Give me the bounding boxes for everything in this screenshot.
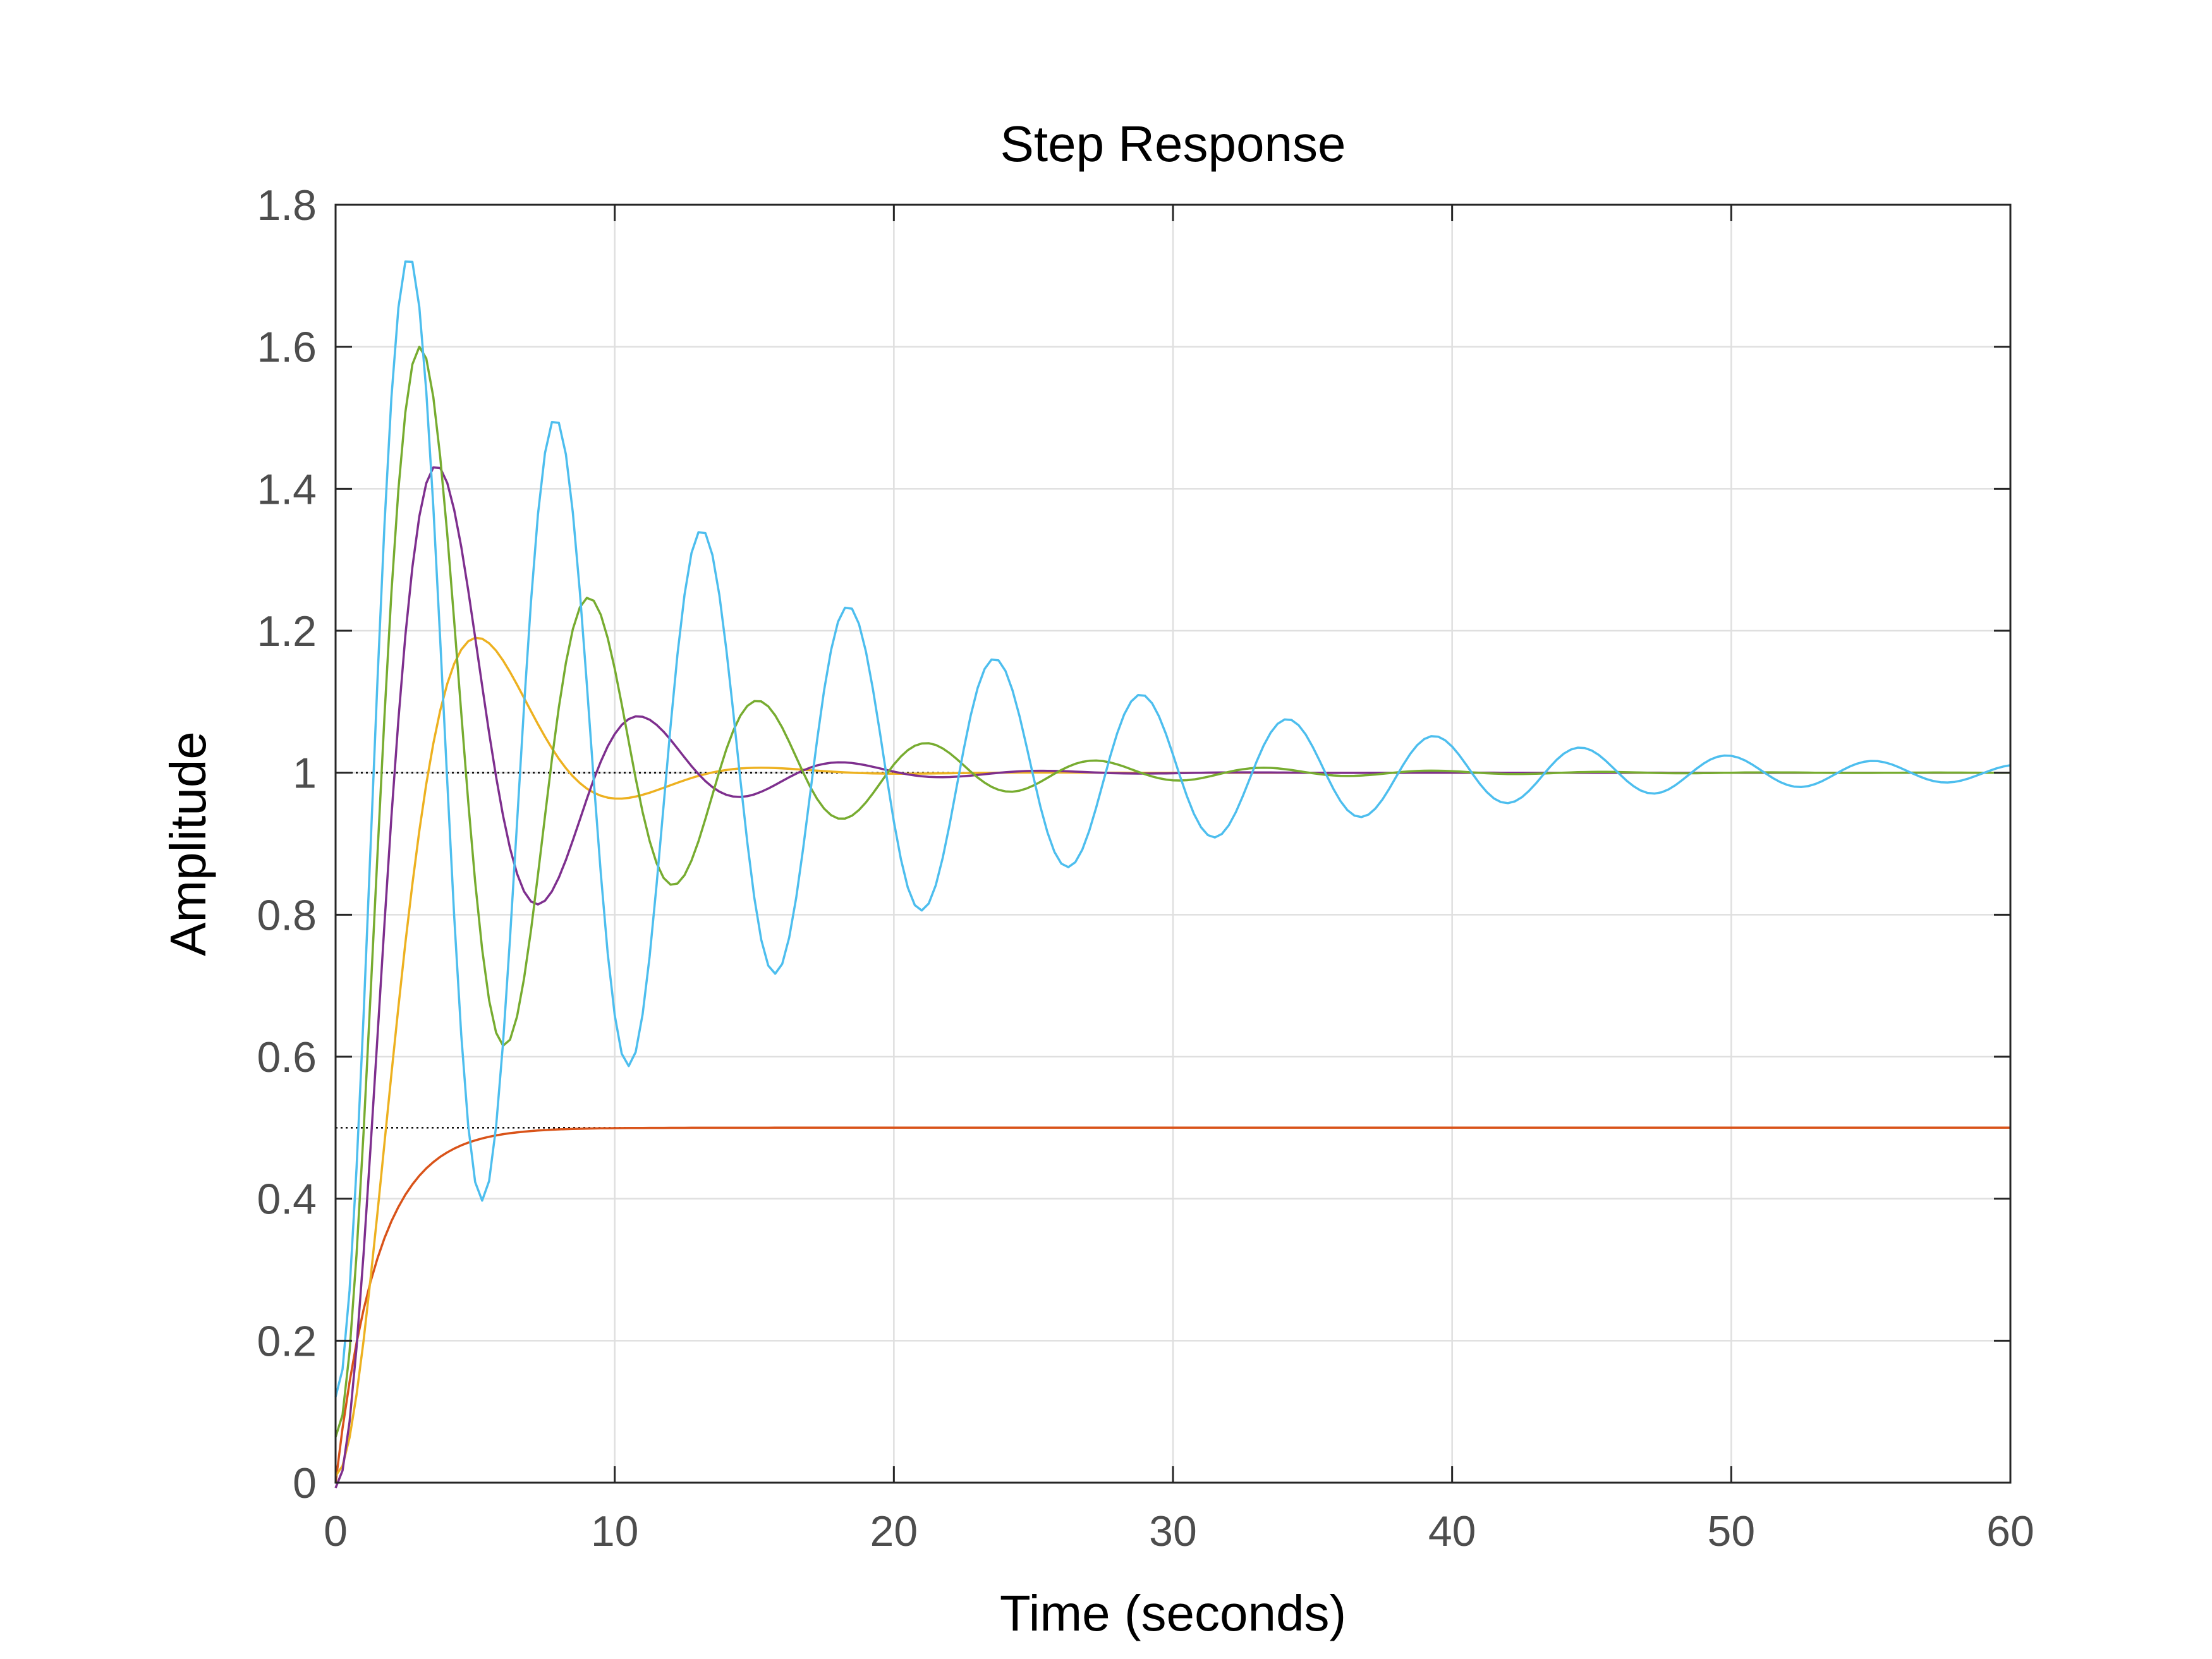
y-tick-label: 1.8 — [257, 181, 317, 229]
x-tick-label: 50 — [1708, 1507, 1756, 1555]
series-line-zeta-0.06 — [334, 260, 2011, 1397]
x-tick-labels: 0 10 20 30 40 50 60 — [324, 1507, 2034, 1555]
y-tick-label: 1.4 — [257, 465, 317, 513]
x-axis-label: Time (seconds) — [1000, 1585, 1346, 1641]
x-tick-label: 30 — [1149, 1507, 1197, 1555]
y-axis-label: Amplitude — [160, 731, 216, 956]
x-tick-label: 0 — [324, 1507, 348, 1555]
y-tick-label: 0.2 — [257, 1317, 317, 1365]
series-line-first-order — [334, 1126, 2010, 1483]
y-tick-label: 0.6 — [257, 1033, 317, 1081]
y-tick-label: 0.8 — [257, 891, 317, 939]
x-tick-label: 10 — [591, 1507, 639, 1555]
series-line-zeta-0.14 — [334, 345, 2010, 1438]
x-tick-label: 60 — [1986, 1507, 2034, 1555]
x-tick-label: 20 — [870, 1507, 918, 1555]
y-tick-label: 1.2 — [257, 607, 317, 655]
y-tick-labels: 0 0.2 0.4 0.6 0.8 1 1.2 1.4 1.6 1.8 — [257, 181, 317, 1507]
grid — [336, 205, 2010, 1483]
y-tick-label: 0 — [293, 1459, 317, 1507]
y-tick-label: 0.4 — [257, 1176, 317, 1224]
series-group — [334, 260, 2011, 1488]
chart-title: Step Response — [1000, 116, 1346, 172]
x-tick-label: 40 — [1428, 1507, 1476, 1555]
ticks — [334, 204, 2012, 1484]
y-tick-label: 1 — [293, 750, 317, 798]
y-tick-label: 1.6 — [257, 324, 317, 372]
